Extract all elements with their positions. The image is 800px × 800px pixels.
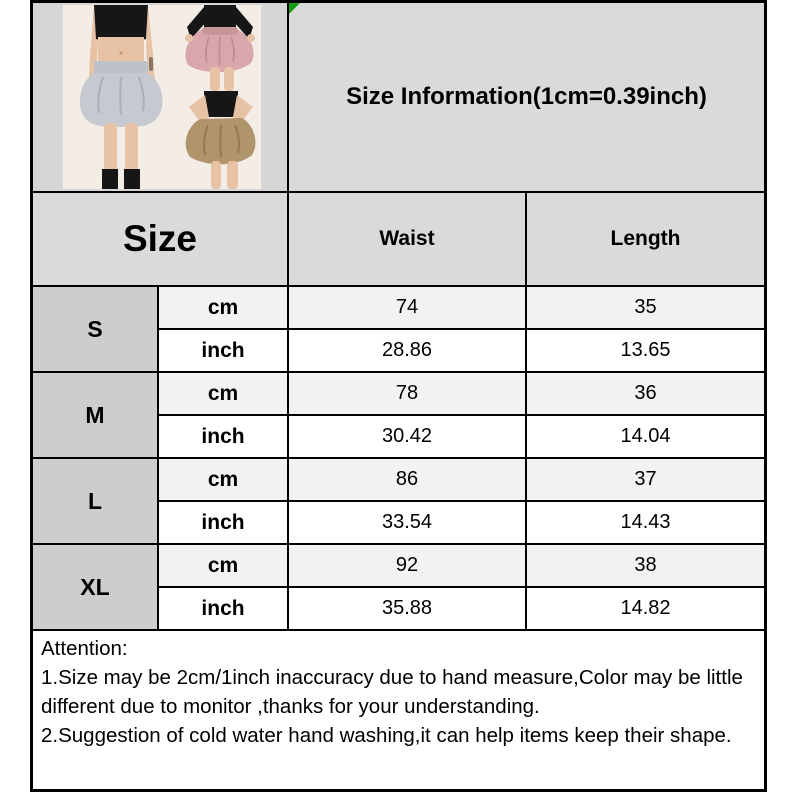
cell-m-length-cm: 36 [527,373,764,416]
column-header-size: Size [33,193,289,287]
unit-label-cm: cm [159,373,289,416]
size-label-s: S [33,287,159,373]
product-photo [63,5,261,189]
unit-label-inch: inch [159,330,289,373]
cell-l-length-cm: 37 [527,459,764,502]
column-header-length: Length [527,193,764,287]
size-label-xl: XL [33,545,159,631]
model-gray-skirt [79,5,163,189]
column-header-waist: Waist [289,193,527,287]
size-info-title: Size Information(1cm=0.39inch) [346,83,707,110]
unit-label-inch: inch [159,588,289,631]
cell-xl-length-inch: 14.82 [527,588,764,631]
model-pink-skirt [185,5,255,91]
cell-xl-length-cm: 38 [527,545,764,588]
cell-l-waist-inch: 33.54 [289,502,527,545]
cell-m-length-inch: 14.04 [527,416,764,459]
cell-s-waist-cm: 74 [289,287,527,330]
model-khaki-skirt [185,91,256,189]
cell-l-length-inch: 14.43 [527,502,764,545]
size-chart-table: Size Information(1cm=0.39inch) Size Wais… [30,0,767,792]
size-label-m: M [33,373,159,459]
photo-cell [33,3,289,193]
skirt-models-illustration [79,5,256,189]
attention-note-2: 2.Suggestion of cold water hand washing,… [41,724,732,748]
cell-l-waist-cm: 86 [289,459,527,502]
unit-label-cm: cm [159,287,289,330]
cell-s-waist-inch: 28.86 [289,330,527,373]
attention-section: Attention: 1.Size may be 2cm/1inch inacc… [33,631,764,789]
cell-xl-waist-cm: 92 [289,545,527,588]
size-label-l: L [33,459,159,545]
size-info-header: Size Information(1cm=0.39inch) [289,3,764,193]
unit-label-inch: inch [159,416,289,459]
attention-title: Attention: [41,637,128,660]
corner-marker-icon [289,3,300,14]
unit-label-inch: inch [159,502,289,545]
cell-xl-waist-inch: 35.88 [289,588,527,631]
unit-label-cm: cm [159,545,289,588]
cell-m-waist-cm: 78 [289,373,527,416]
attention-note-1: 1.Size may be 2cm/1inch inaccuracy due t… [41,666,743,719]
cell-s-length-inch: 13.65 [527,330,764,373]
cell-m-waist-inch: 30.42 [289,416,527,459]
cell-s-length-cm: 35 [527,287,764,330]
unit-label-cm: cm [159,459,289,502]
